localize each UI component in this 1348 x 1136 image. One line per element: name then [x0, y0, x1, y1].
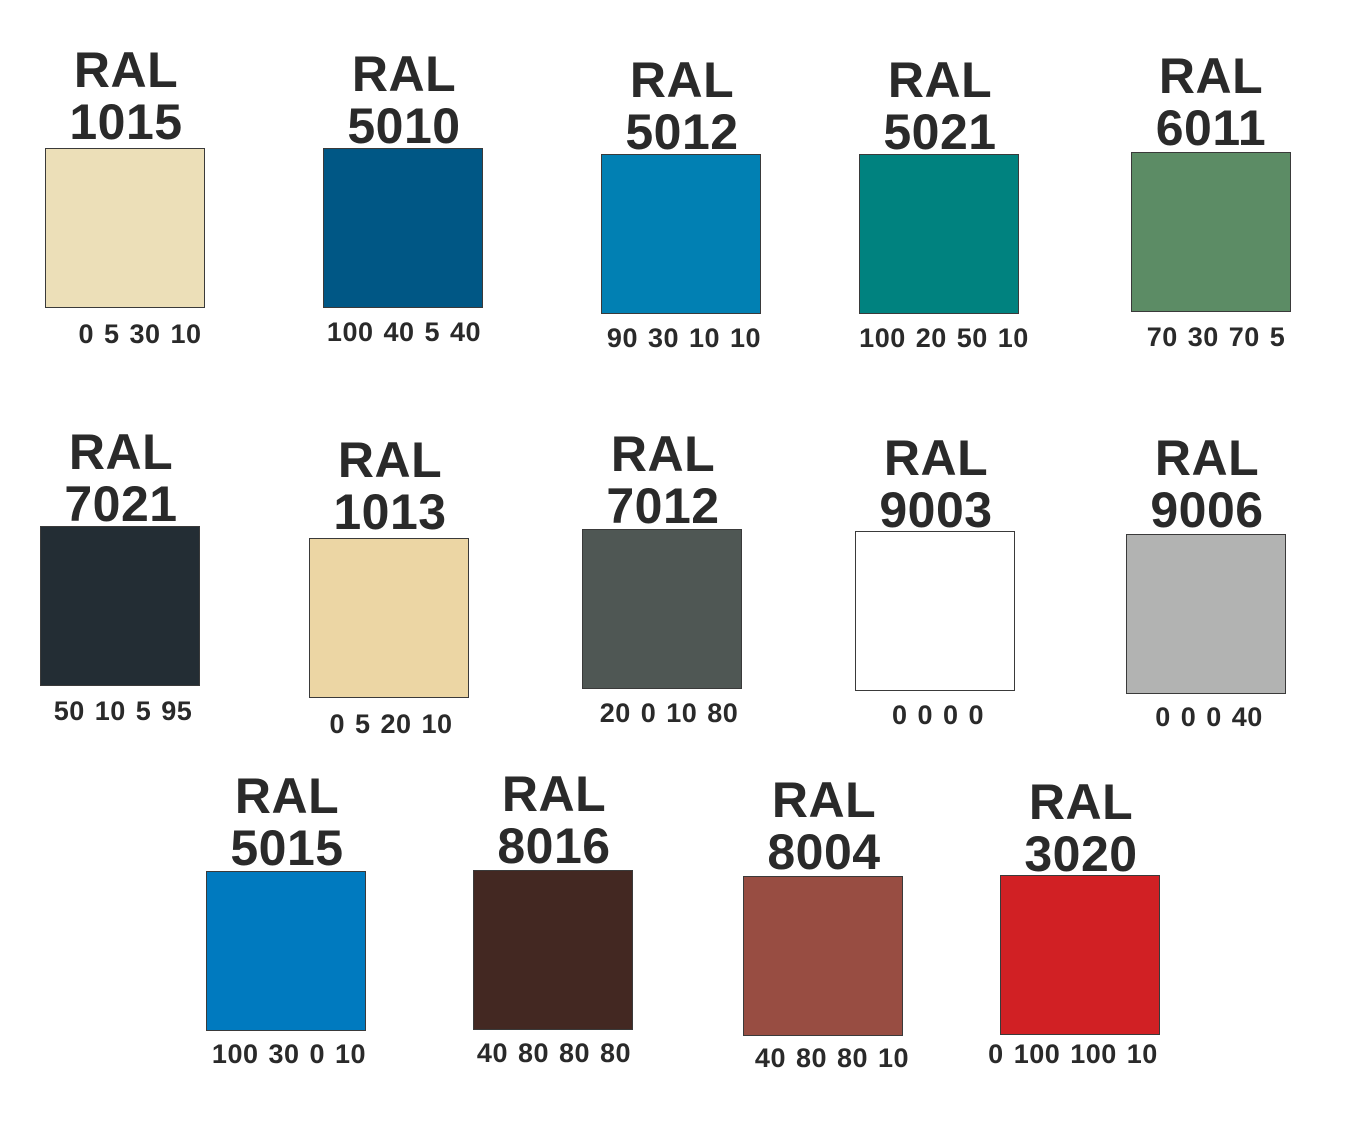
color-swatch — [40, 526, 200, 686]
swatch-prefix: RAL — [1158, 48, 1264, 104]
cmyk-values: 100 30 0 10 — [211, 1039, 367, 1069]
swatch-label: RAL 9006 — [1087, 432, 1327, 536]
cmyk-values: 0 0 0 0 — [891, 700, 985, 730]
swatch-code: 5021 — [883, 104, 997, 160]
swatch-label: RAL 7012 — [543, 428, 783, 532]
cmyk-values: 40 80 80 10 — [754, 1043, 910, 1073]
swatch-label: RAL 5010 — [284, 48, 524, 152]
cmyk-values: 100 40 5 40 — [326, 317, 482, 347]
swatch-prefix: RAL — [887, 52, 993, 108]
swatch-label: RAL 7021 — [1, 426, 241, 530]
color-swatch — [1126, 534, 1286, 694]
swatch-label: RAL 1015 — [6, 44, 246, 148]
swatch-code: 5015 — [230, 820, 344, 876]
color-swatch — [859, 154, 1019, 314]
swatch-prefix: RAL — [73, 42, 179, 98]
swatch-code: 8016 — [497, 818, 611, 874]
swatch-code: 8004 — [767, 824, 881, 880]
color-swatch — [206, 871, 366, 1031]
swatch-prefix: RAL — [501, 766, 607, 822]
swatch-prefix: RAL — [351, 46, 457, 102]
swatch-label: RAL 8016 — [434, 768, 674, 872]
swatch-prefix: RAL — [1154, 430, 1260, 486]
swatch-code: 7021 — [64, 476, 178, 532]
swatch-code: 5012 — [625, 104, 739, 160]
swatch-prefix: RAL — [234, 768, 340, 824]
color-swatch — [601, 154, 761, 314]
cmyk-values: 0 100 100 10 — [988, 1039, 1158, 1069]
cmyk-values: 50 10 5 95 — [53, 696, 193, 726]
swatch-label: RAL 5021 — [820, 54, 1060, 158]
cmyk-values: 90 30 10 10 — [606, 323, 762, 353]
swatch-prefix: RAL — [1028, 774, 1134, 830]
color-swatch — [323, 148, 483, 308]
swatch-prefix: RAL — [883, 430, 989, 486]
cmyk-values: 100 20 50 10 — [859, 323, 1029, 353]
color-swatch — [855, 531, 1015, 691]
swatch-label: RAL 6011 — [1091, 50, 1331, 154]
swatch-prefix: RAL — [337, 432, 443, 488]
cmyk-values: 0 5 20 10 — [329, 709, 453, 739]
swatch-label: RAL 5012 — [562, 54, 802, 158]
swatch-code: 9003 — [879, 482, 993, 538]
color-swatch — [1131, 152, 1291, 312]
swatch-prefix: RAL — [629, 52, 735, 108]
cmyk-values: 20 0 10 80 — [599, 698, 739, 728]
swatch-label: RAL 9003 — [816, 432, 1056, 536]
color-swatch — [1000, 875, 1160, 1035]
swatch-label: RAL 3020 — [961, 776, 1201, 880]
swatch-prefix: RAL — [610, 426, 716, 482]
swatch-code: 5010 — [347, 98, 461, 154]
swatch-label: RAL 1013 — [270, 434, 510, 538]
swatch-code: 3020 — [1024, 826, 1138, 882]
color-swatch — [473, 870, 633, 1030]
swatch-code: 9006 — [1150, 482, 1264, 538]
swatch-code: 1013 — [333, 484, 447, 540]
color-swatch — [45, 148, 205, 308]
swatch-prefix: RAL — [68, 424, 174, 480]
swatch-label: RAL 5015 — [167, 770, 407, 874]
cmyk-values: 0 0 0 40 — [1155, 702, 1263, 732]
color-swatch — [582, 529, 742, 689]
swatch-code: 6011 — [1155, 100, 1267, 156]
swatch-prefix: RAL — [771, 772, 877, 828]
swatch-label: RAL 8004 — [704, 774, 944, 878]
cmyk-values: 0 5 30 10 — [78, 319, 202, 349]
color-swatch — [743, 876, 903, 1036]
cmyk-values: 70 30 70 5 — [1146, 322, 1286, 352]
swatch-code: 1015 — [69, 94, 183, 150]
swatch-code: 7012 — [606, 478, 720, 534]
cmyk-values: 40 80 80 80 — [476, 1038, 632, 1068]
color-swatch — [309, 538, 469, 698]
